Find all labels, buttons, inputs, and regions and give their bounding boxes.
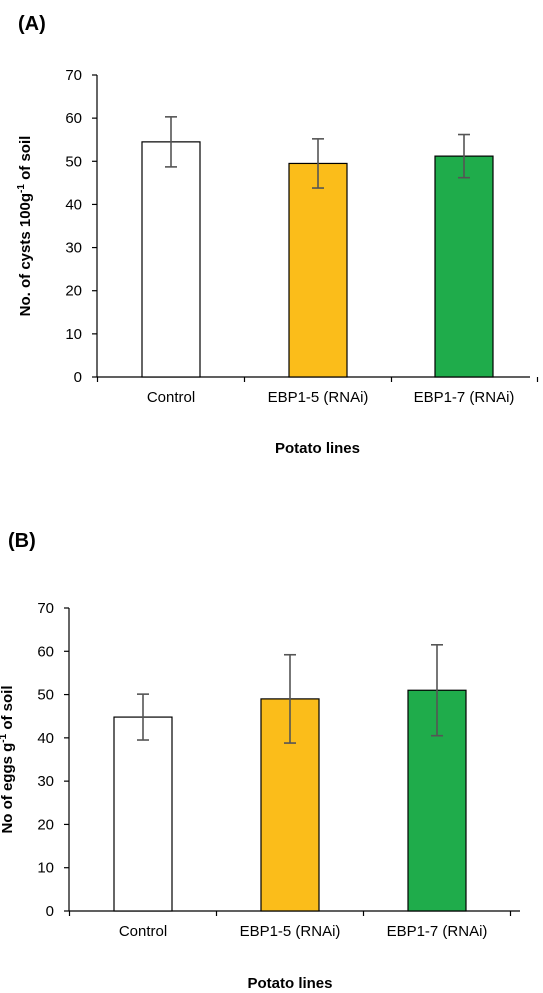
x-axis-title: Potato lines: [247, 975, 332, 992]
y-tick-label: 60: [65, 110, 82, 127]
y-tick-label: 40: [37, 730, 54, 747]
panel-label: (A): [18, 13, 46, 35]
bar: [141, 141, 201, 378]
x-category-label: EBP1-7 (RNAi): [414, 389, 515, 406]
y-axis-title-superscript: -1: [16, 184, 27, 193]
y-axis-title-tail: of soil: [0, 685, 16, 733]
chart-panel-b: (B) 0 10 20 30 40 50 60 70 Control EBP1-5 (RNAi) EB…: [0, 530, 520, 992]
y-tick-label: 60: [37, 643, 54, 660]
y-tick-label: 50: [37, 687, 54, 704]
x-category-label: EBP1-5 (RNAi): [268, 389, 369, 406]
panel-label: (B): [8, 530, 36, 552]
y-axis-title-main: No. of cysts 100g: [17, 193, 34, 316]
x-axis-title: Potato lines: [275, 440, 360, 457]
bar: [288, 162, 348, 378]
y-axis-title: No of eggs g-1 of soil: [0, 685, 16, 833]
y-axis-title-main: No of eggs g: [0, 743, 16, 834]
y-tick-label: 70: [65, 67, 82, 84]
x-category-label: EBP1-7 (RNAi): [387, 923, 488, 940]
y-axis-title-tail: of soil: [17, 136, 34, 184]
y-tick-label: 30: [65, 240, 82, 257]
y-tick-label: 10: [65, 326, 82, 343]
y-tick-label: 10: [37, 860, 54, 877]
bar: [113, 716, 173, 912]
chart-panel-a: (A) 0 10 20 30 40 50 60 70 Control EBP1-5 (RNAi) EB…: [16, 13, 539, 457]
x-category-label: EBP1-5 (RNAi): [240, 923, 341, 940]
y-tick-label: 20: [37, 816, 54, 833]
y-tick-label: 70: [37, 600, 54, 617]
y-tick-label: 30: [37, 773, 54, 790]
bar: [434, 155, 494, 378]
y-tick-label: 50: [65, 153, 82, 170]
y-tick-label: 0: [46, 903, 54, 920]
x-category-label: Control: [147, 389, 195, 406]
x-category-label: Control: [119, 923, 167, 940]
y-tick-label: 40: [65, 196, 82, 213]
y-axis-title-superscript: -1: [0, 733, 9, 742]
y-axis-title: No. of cysts 100g-1 of soil: [16, 136, 34, 317]
y-tick-label: 20: [65, 283, 82, 300]
y-tick-label: 0: [74, 369, 82, 386]
